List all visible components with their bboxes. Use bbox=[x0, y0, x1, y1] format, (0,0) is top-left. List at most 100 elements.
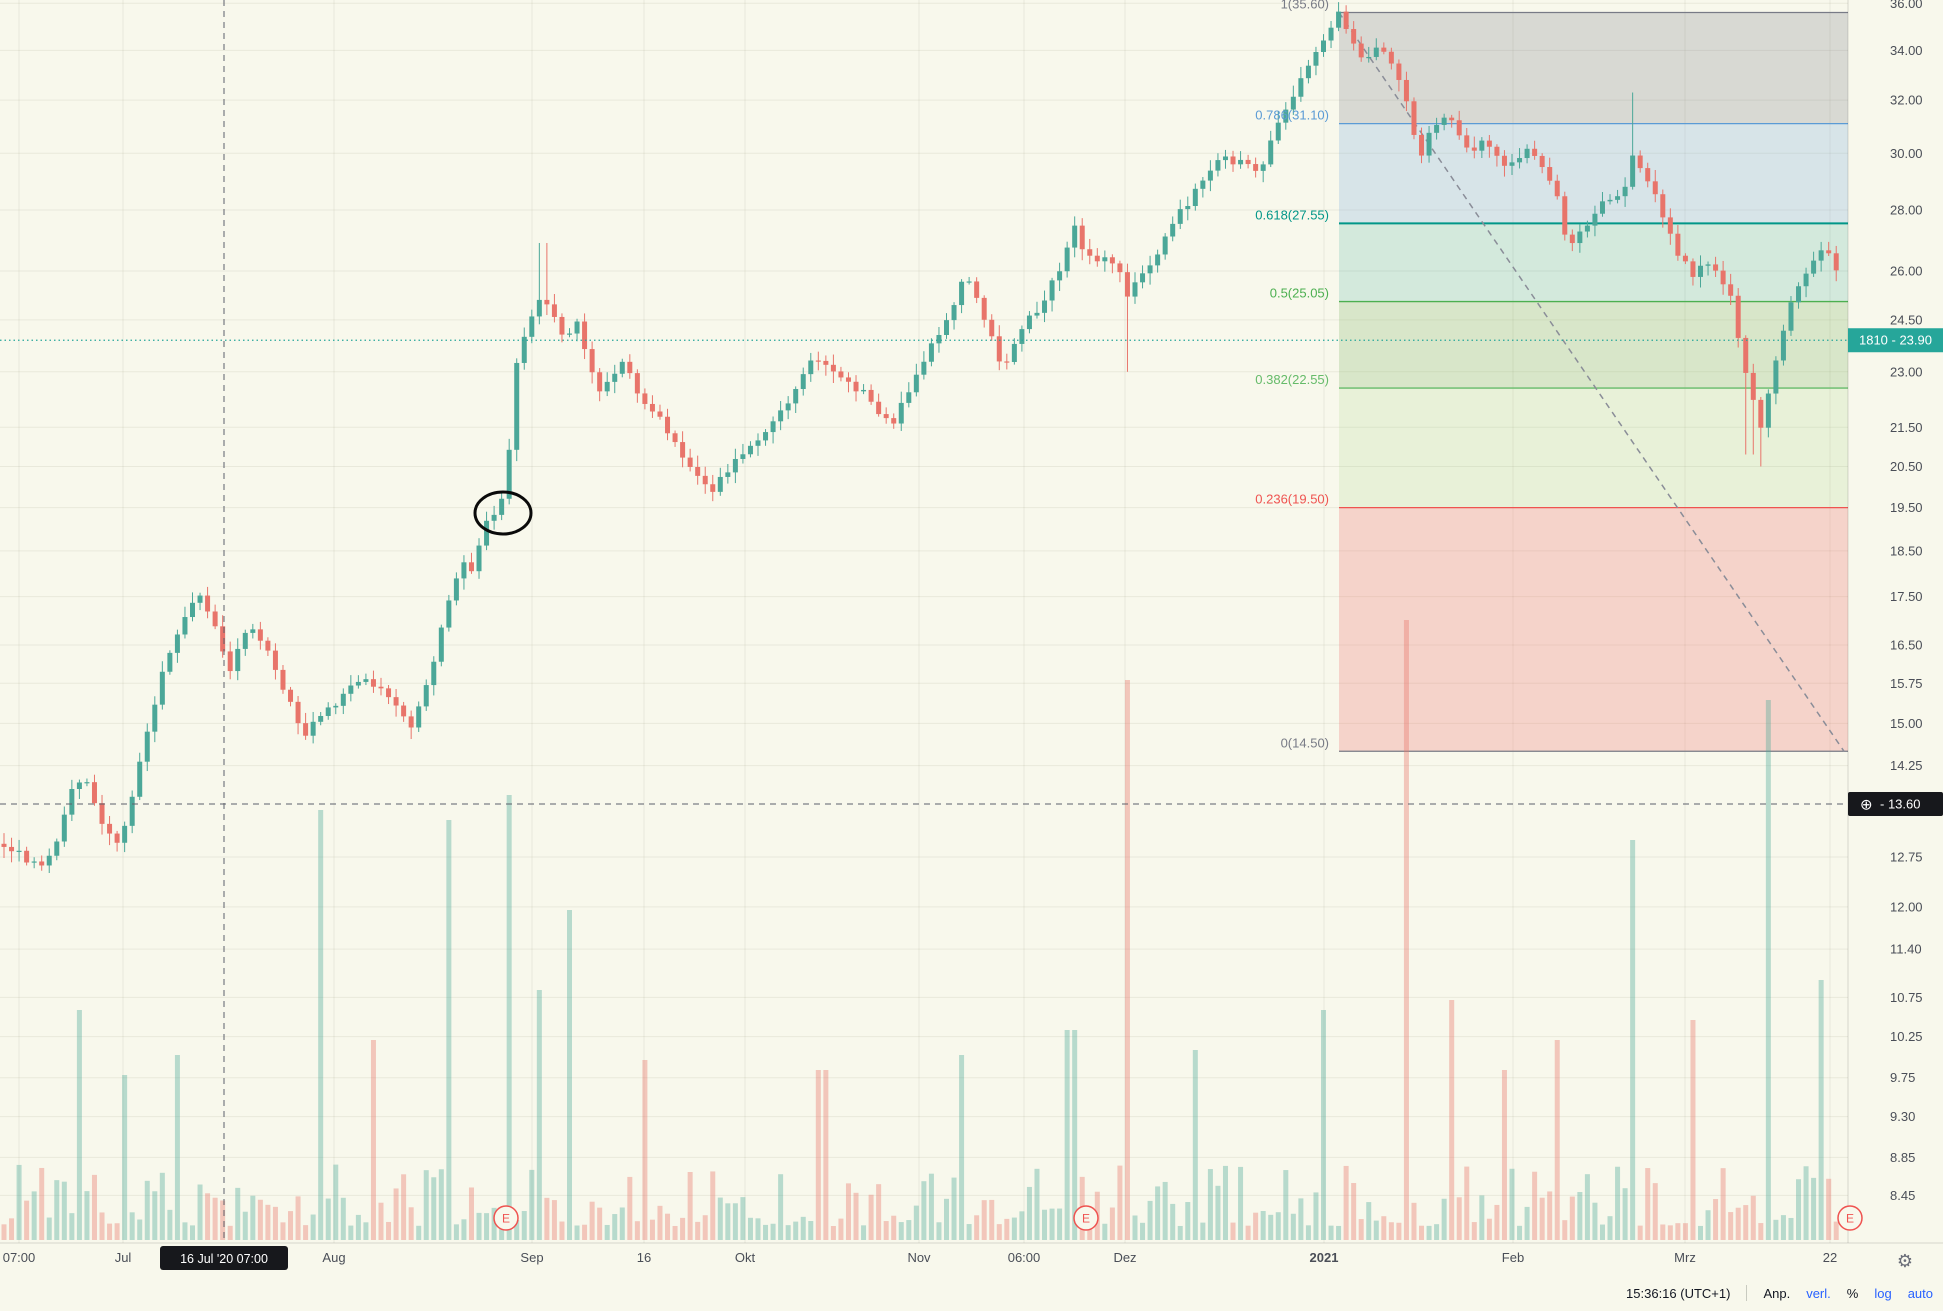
candle-body bbox=[167, 652, 173, 672]
fib-band[interactable] bbox=[1339, 301, 1848, 389]
volume-bar bbox=[370, 1040, 376, 1240]
volume-bar bbox=[785, 1225, 791, 1240]
scale-mode-auto[interactable]: auto bbox=[1907, 1285, 1933, 1301]
price-axis-label: 28.00 bbox=[1890, 203, 1923, 218]
crosshair-price-tag: ⊕ - 13.60 bbox=[1848, 791, 1943, 816]
candle-body bbox=[981, 297, 987, 320]
candle-body bbox=[1713, 264, 1719, 271]
fib-level-label: 0.236(19.50) bbox=[1255, 492, 1329, 507]
volume-bar bbox=[702, 1215, 708, 1240]
volume-bar bbox=[174, 1055, 180, 1240]
volume-bar bbox=[61, 1181, 67, 1240]
volume-bar bbox=[318, 810, 324, 1240]
candle-body bbox=[928, 343, 934, 362]
candle-body bbox=[114, 833, 120, 843]
volume-bar bbox=[1833, 1221, 1839, 1240]
volume-bar bbox=[1569, 1196, 1575, 1240]
price-axis-label: 24.50 bbox=[1890, 312, 1923, 327]
candle-body bbox=[152, 704, 158, 732]
volume-bar bbox=[1343, 1165, 1349, 1240]
volume-bar bbox=[1788, 1217, 1794, 1240]
settings-gear-icon[interactable]: ⚙ bbox=[1897, 1251, 1913, 1271]
fib-level-label: 0(14.50) bbox=[1281, 735, 1329, 750]
candle-body bbox=[1743, 337, 1749, 373]
add-alert-plus-icon[interactable]: ⊕ bbox=[1860, 796, 1873, 813]
volume-bar bbox=[1599, 1224, 1605, 1240]
scale-mode-anp[interactable]: Anp. bbox=[1763, 1285, 1791, 1301]
volume-bar bbox=[152, 1191, 158, 1240]
price-axis-label: 26.00 bbox=[1890, 263, 1923, 278]
fib-band[interactable] bbox=[1339, 507, 1848, 752]
volume-bar bbox=[76, 1010, 82, 1240]
volume-bar bbox=[763, 1224, 769, 1240]
candle-body bbox=[1140, 273, 1146, 283]
candle-body bbox=[423, 685, 429, 707]
earnings-marker[interactable]: E bbox=[1837, 1205, 1863, 1231]
volume-bar bbox=[1057, 1208, 1063, 1240]
clock-label[interactable]: 15:36:16 (UTC+1) bbox=[1626, 1285, 1731, 1301]
volume-bar bbox=[830, 1225, 836, 1240]
volume-bar bbox=[1117, 1165, 1123, 1240]
volume-bar bbox=[1780, 1215, 1786, 1240]
scale-mode-verl[interactable]: verl. bbox=[1806, 1285, 1831, 1301]
current-price-tag-label: 1810 - 23.90 bbox=[1859, 333, 1932, 348]
volume-bar bbox=[408, 1207, 414, 1240]
annotation-ellipse[interactable] bbox=[473, 490, 533, 536]
volume-bar bbox=[1682, 1223, 1688, 1240]
candle-body bbox=[1343, 11, 1349, 30]
time-axis-label: 07:00 bbox=[3, 1250, 36, 1265]
scale-mode-log[interactable]: log bbox=[1874, 1285, 1892, 1301]
earnings-marker[interactable]: E bbox=[493, 1205, 519, 1231]
volume-bar bbox=[1698, 1225, 1703, 1240]
candle-body bbox=[665, 416, 671, 434]
fib-band[interactable] bbox=[1339, 12, 1848, 124]
candle-body bbox=[1690, 261, 1696, 277]
volume-bar bbox=[1637, 1225, 1643, 1240]
candle-body bbox=[800, 374, 806, 390]
earnings-marker-label: E bbox=[1846, 1212, 1854, 1226]
candle-body bbox=[1064, 247, 1070, 272]
volume-bar bbox=[521, 1211, 527, 1240]
volume-bar bbox=[1102, 1223, 1108, 1240]
fib-band[interactable] bbox=[1339, 123, 1848, 224]
earnings-marker[interactable]: E bbox=[1073, 1205, 1099, 1231]
candle-body bbox=[582, 321, 588, 350]
time-axis-area[interactable] bbox=[0, 1243, 1943, 1311]
volume-bar bbox=[1615, 1166, 1621, 1240]
candle-body bbox=[815, 360, 821, 362]
candle-body bbox=[378, 686, 384, 689]
earnings-marker-circle[interactable] bbox=[1073, 1205, 1099, 1231]
volume-bar bbox=[1366, 1202, 1372, 1240]
volume-bar bbox=[242, 1211, 248, 1240]
candle-body bbox=[1426, 132, 1432, 156]
volume-bar bbox=[295, 1196, 301, 1240]
volume-bar bbox=[1667, 1225, 1673, 1240]
volume-bar bbox=[928, 1173, 934, 1240]
candle-body bbox=[1698, 265, 1703, 277]
earnings-marker-circle[interactable] bbox=[1837, 1205, 1863, 1231]
scale-mode-[interactable]: % bbox=[1846, 1285, 1859, 1301]
candle-body bbox=[1290, 96, 1296, 110]
earnings-marker-circle[interactable] bbox=[493, 1205, 519, 1231]
volume-bar bbox=[1456, 1197, 1462, 1240]
volume-bar bbox=[642, 1060, 648, 1240]
fib-band[interactable] bbox=[1339, 388, 1848, 508]
fib-retracement-zone[interactable] bbox=[1339, 11, 1848, 752]
candle-body bbox=[1796, 286, 1802, 303]
candle-body bbox=[898, 402, 904, 424]
candle-body bbox=[1464, 135, 1470, 148]
volume-bar bbox=[1750, 1195, 1756, 1240]
price-axis-area[interactable] bbox=[1848, 0, 1943, 1311]
candle-body bbox=[996, 336, 1002, 362]
volume-bar bbox=[416, 1225, 422, 1240]
volume-bar bbox=[1818, 980, 1824, 1240]
volume-bar bbox=[1471, 1222, 1477, 1240]
candle-body bbox=[1102, 257, 1108, 262]
candle-body bbox=[1222, 156, 1228, 161]
volume-bar bbox=[197, 1184, 203, 1240]
volume-bar bbox=[1185, 1202, 1191, 1240]
volume-bar bbox=[1773, 1219, 1779, 1240]
time-axis-label: Mrz bbox=[1674, 1250, 1696, 1265]
fib-band[interactable] bbox=[1339, 223, 1848, 302]
